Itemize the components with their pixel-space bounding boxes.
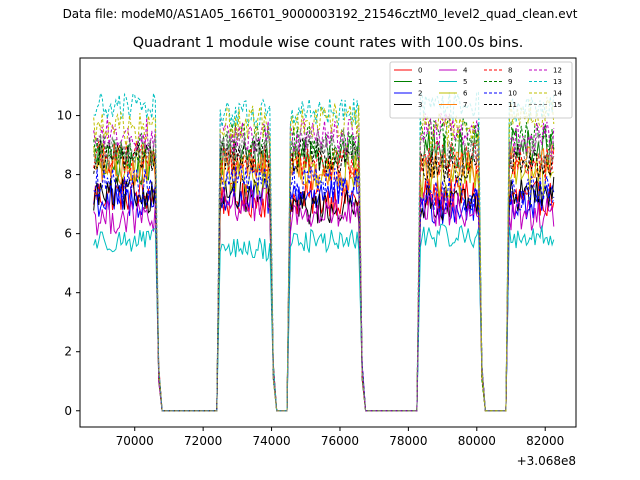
figure-suptitle: Data file: modeM0/AS1A05_166T01_90000031… [62, 7, 578, 21]
x-tick-label: 78000 [389, 434, 427, 448]
series-line-9 [93, 117, 555, 412]
series-line-3 [93, 176, 555, 412]
x-axis: 70000 72000 74000 76000 78000 80000 82000 [116, 427, 564, 448]
legend-label-9: 9 [508, 78, 512, 86]
x-tick-label: 82000 [526, 434, 564, 448]
series-line-8 [93, 138, 555, 412]
legend-label-14: 14 [553, 90, 562, 98]
series-line-4 [93, 186, 555, 412]
x-tick-label: 76000 [321, 434, 359, 448]
series-line-5 [93, 223, 555, 412]
series-line-2 [93, 176, 555, 412]
legend-label-10: 10 [508, 90, 517, 98]
series-line-11 [93, 136, 554, 412]
series-line-0 [93, 176, 555, 412]
legend-label-13: 13 [553, 78, 562, 86]
x-tick-label: 74000 [252, 434, 290, 448]
series-line-13 [93, 91, 555, 412]
legend-label-6: 6 [463, 90, 468, 98]
axes-frame [79, 57, 577, 428]
legend-label-8: 8 [508, 67, 512, 75]
legend-label-5: 5 [463, 78, 467, 86]
series-line-7 [93, 144, 555, 412]
legend-label-2: 2 [418, 90, 422, 98]
y-tick-label: 0 [64, 404, 72, 418]
y-tick-label: 10 [57, 109, 72, 123]
y-tick-label: 4 [64, 286, 72, 300]
plot-lines [93, 91, 555, 412]
legend-box [389, 61, 573, 119]
legend-label-12: 12 [553, 67, 562, 75]
y-tick-label: 6 [64, 227, 72, 241]
x-tick-label: 70000 [116, 434, 154, 448]
legend-label-7: 7 [463, 101, 467, 109]
legend-label-11: 11 [508, 101, 517, 109]
series-line-6 [93, 143, 554, 412]
x-offset-label: +3.068e8 [517, 454, 576, 468]
y-tick-label: 8 [64, 168, 72, 182]
chart-title: Quadrant 1 module wise count rates with … [132, 35, 524, 51]
series-line-14 [93, 96, 555, 412]
series-line-12 [93, 112, 555, 412]
y-tick-label: 2 [64, 345, 72, 359]
legend-label-3: 3 [418, 101, 422, 109]
legend-label-1: 1 [418, 78, 422, 86]
series-line-15 [93, 128, 555, 412]
legend-label-15: 15 [553, 101, 562, 109]
legend-label-4: 4 [463, 67, 468, 75]
x-tick-label: 72000 [184, 434, 222, 448]
y-axis: 0 2 4 6 8 10 [57, 109, 80, 418]
legend-label-0: 0 [418, 67, 422, 75]
x-tick-label: 80000 [458, 434, 496, 448]
